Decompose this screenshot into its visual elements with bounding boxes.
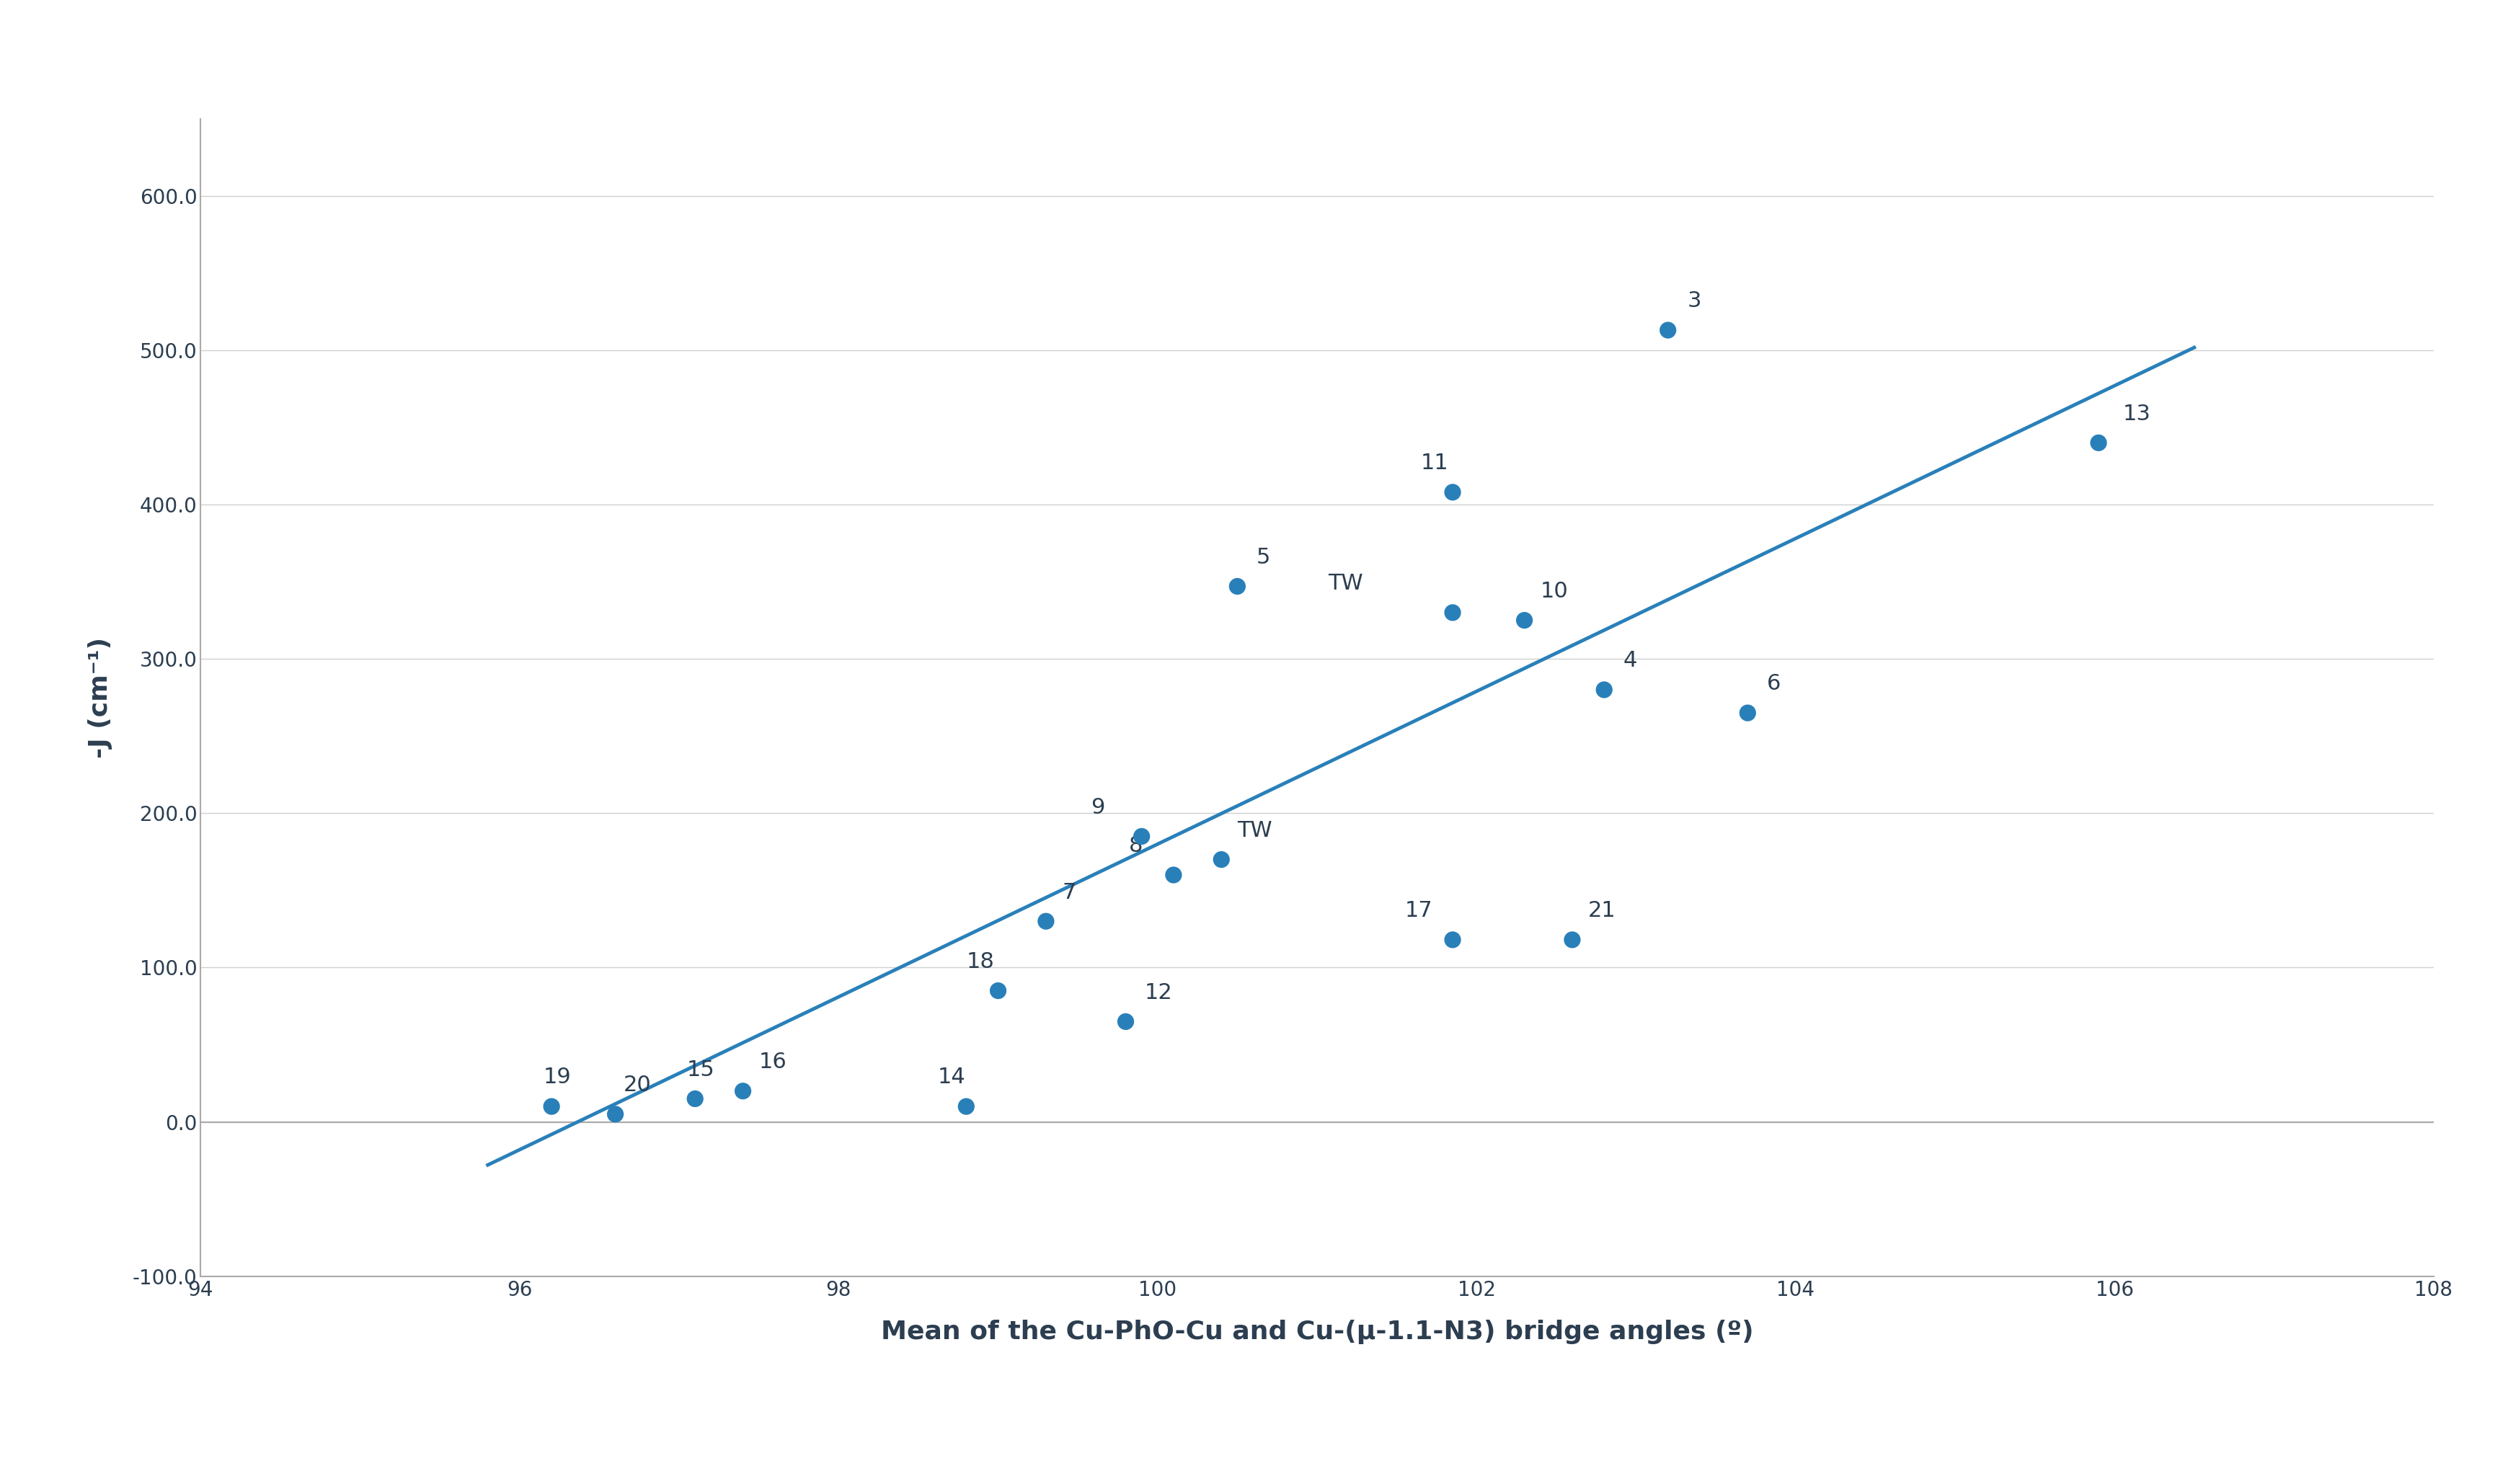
Point (1552, 928, 1593, 951)
Text: 8: 8 (1129, 835, 1144, 856)
Text: 4: 4 (1623, 650, 1638, 671)
Point (594, 1103, 635, 1126)
Text: 20: 20 (622, 1074, 652, 1095)
Text: 10: 10 (1540, 580, 1568, 603)
Point (1121, 825, 1161, 849)
Text: TW: TW (1236, 821, 1272, 841)
Text: 11: 11 (1420, 453, 1447, 473)
Point (1216, 574, 1257, 598)
Point (1505, 608, 1545, 632)
Point (1728, 700, 1768, 724)
Text: 14: 14 (938, 1067, 966, 1088)
Text: 18: 18 (966, 951, 993, 972)
Point (1648, 318, 1688, 341)
Text: 9: 9 (1091, 797, 1104, 818)
X-axis label: Mean of the Cu-PhO-Cu and Cu-(μ-1.1-N3) bridge angles (º): Mean of the Cu-PhO-Cu and Cu-(μ-1.1-N3) … (880, 1319, 1753, 1345)
Point (978, 979, 1018, 1003)
Point (946, 1095, 986, 1119)
Point (532, 1095, 572, 1119)
Point (1583, 678, 1623, 702)
Text: 7: 7 (1061, 881, 1076, 902)
Point (1432, 601, 1472, 625)
Point (1154, 864, 1194, 887)
Point (1201, 847, 1241, 871)
Point (1432, 928, 1472, 951)
Text: 5: 5 (1257, 548, 1269, 568)
Point (2079, 430, 2119, 454)
Point (1026, 910, 1066, 933)
Point (722, 1079, 762, 1103)
Point (1432, 481, 1472, 505)
Point (1106, 1009, 1146, 1033)
Text: 19: 19 (544, 1067, 572, 1088)
Y-axis label: -J (cm⁻¹): -J (cm⁻¹) (88, 637, 113, 758)
Text: 15: 15 (687, 1060, 715, 1080)
Text: TW: TW (1327, 573, 1362, 594)
Text: 21: 21 (1588, 901, 1615, 922)
Text: 17: 17 (1404, 901, 1432, 922)
Text: 13: 13 (2122, 404, 2149, 424)
Point (675, 1086, 715, 1110)
Text: 3: 3 (1685, 291, 1700, 312)
Text: 16: 16 (760, 1052, 788, 1073)
Text: 12: 12 (1144, 982, 1171, 1003)
Text: 6: 6 (1766, 674, 1781, 695)
